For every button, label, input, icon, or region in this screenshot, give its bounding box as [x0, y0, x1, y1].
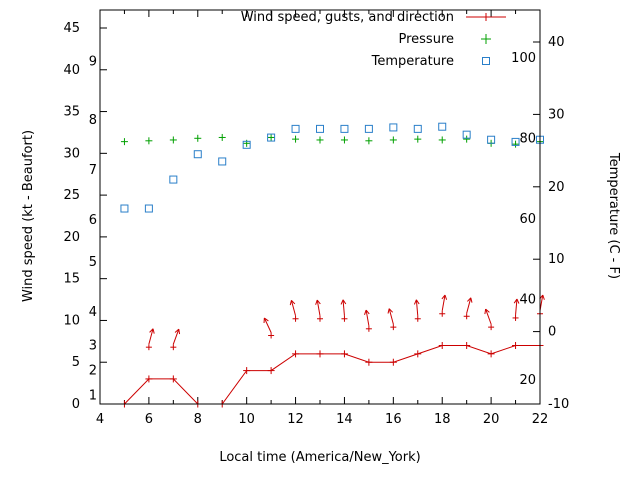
svg-text:4: 4	[89, 305, 97, 320]
svg-text:18: 18	[434, 412, 451, 427]
pressure-series	[120, 133, 544, 148]
svg-text:30: 30	[63, 146, 80, 161]
wind-series	[120, 342, 544, 408]
svg-text:10: 10	[548, 252, 565, 267]
svg-text:6: 6	[145, 412, 153, 427]
svg-text:10: 10	[63, 313, 80, 328]
pressure-legend-marker-icon	[464, 32, 508, 46]
svg-text:15: 15	[63, 272, 80, 287]
svg-text:0: 0	[72, 397, 80, 412]
legend: Wind speed, gusts, and direction Pressure…	[241, 6, 508, 72]
svg-text:5: 5	[89, 255, 97, 270]
svg-text:45: 45	[63, 21, 80, 36]
svg-text:25: 25	[63, 188, 80, 203]
svg-text:60: 60	[519, 212, 536, 227]
y-axis-right-title: Temperature (C - F)	[606, 152, 621, 280]
svg-text:6: 6	[89, 213, 97, 228]
y-axis-right: -10 0 10 20 30 40 20 40 60 80 100	[511, 35, 569, 412]
legend-entry-wind: Wind speed, gusts, and direction	[241, 6, 508, 28]
svg-text:20: 20	[519, 373, 536, 388]
temperature-legend-marker-icon	[464, 54, 508, 68]
svg-text:20: 20	[63, 230, 80, 245]
legend-label: Wind speed, gusts, and direction	[240, 9, 454, 25]
svg-text:100: 100	[511, 51, 536, 66]
svg-text:20: 20	[483, 412, 500, 427]
svg-text:35: 35	[63, 105, 80, 120]
svg-text:40: 40	[548, 35, 565, 50]
svg-text:10: 10	[238, 412, 255, 427]
svg-text:9: 9	[89, 54, 97, 69]
svg-text:5: 5	[72, 355, 80, 370]
svg-text:40: 40	[63, 63, 80, 78]
svg-text:80: 80	[519, 132, 536, 147]
plot-border	[99, 9, 541, 405]
legend-label: Pressure	[398, 31, 454, 47]
svg-text:3: 3	[89, 339, 97, 354]
svg-text:8: 8	[194, 412, 202, 427]
legend-entry-pressure: Pressure	[398, 28, 508, 50]
y-axis-left-title: Wind speed (kt - Beaufort)	[21, 129, 36, 303]
svg-text:16: 16	[385, 412, 402, 427]
legend-label: Temperature	[371, 53, 454, 69]
svg-text:22: 22	[532, 412, 549, 427]
svg-text:8: 8	[89, 113, 97, 128]
legend-entry-temperature: Temperature	[372, 50, 508, 72]
svg-text:14: 14	[336, 412, 353, 427]
x-axis-title: Local time (America/New_York)	[219, 450, 421, 465]
svg-text:20: 20	[548, 180, 565, 195]
svg-text:0: 0	[548, 325, 556, 340]
svg-text:12: 12	[287, 412, 304, 427]
wind-legend-marker-icon	[464, 10, 508, 24]
x-axis: 4 6 8 10 12 14 16 18 20 22	[96, 10, 548, 427]
svg-text:40: 40	[519, 292, 536, 307]
svg-text:1: 1	[89, 389, 97, 404]
svg-text:2: 2	[89, 364, 97, 379]
temperature-series	[120, 122, 544, 213]
svg-text:4: 4	[96, 412, 104, 427]
svg-text:7: 7	[89, 163, 97, 178]
gust-arrows	[145, 294, 545, 351]
svg-text:-10: -10	[548, 397, 569, 412]
svg-text:30: 30	[548, 107, 565, 122]
